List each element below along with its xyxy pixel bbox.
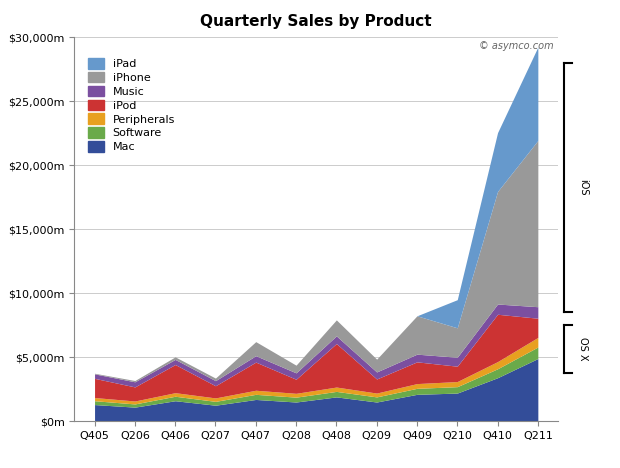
- Text: OS X: OS X: [578, 337, 588, 361]
- Legend: iPad, iPhone, Music, iPod, Peripherals, Software, Mac: iPad, iPhone, Music, iPod, Peripherals, …: [85, 54, 179, 156]
- Text: iOS: iOS: [578, 180, 588, 196]
- Title: Quarterly Sales by Product: Quarterly Sales by Product: [200, 15, 432, 29]
- Text: © asymco.com: © asymco.com: [479, 41, 553, 51]
